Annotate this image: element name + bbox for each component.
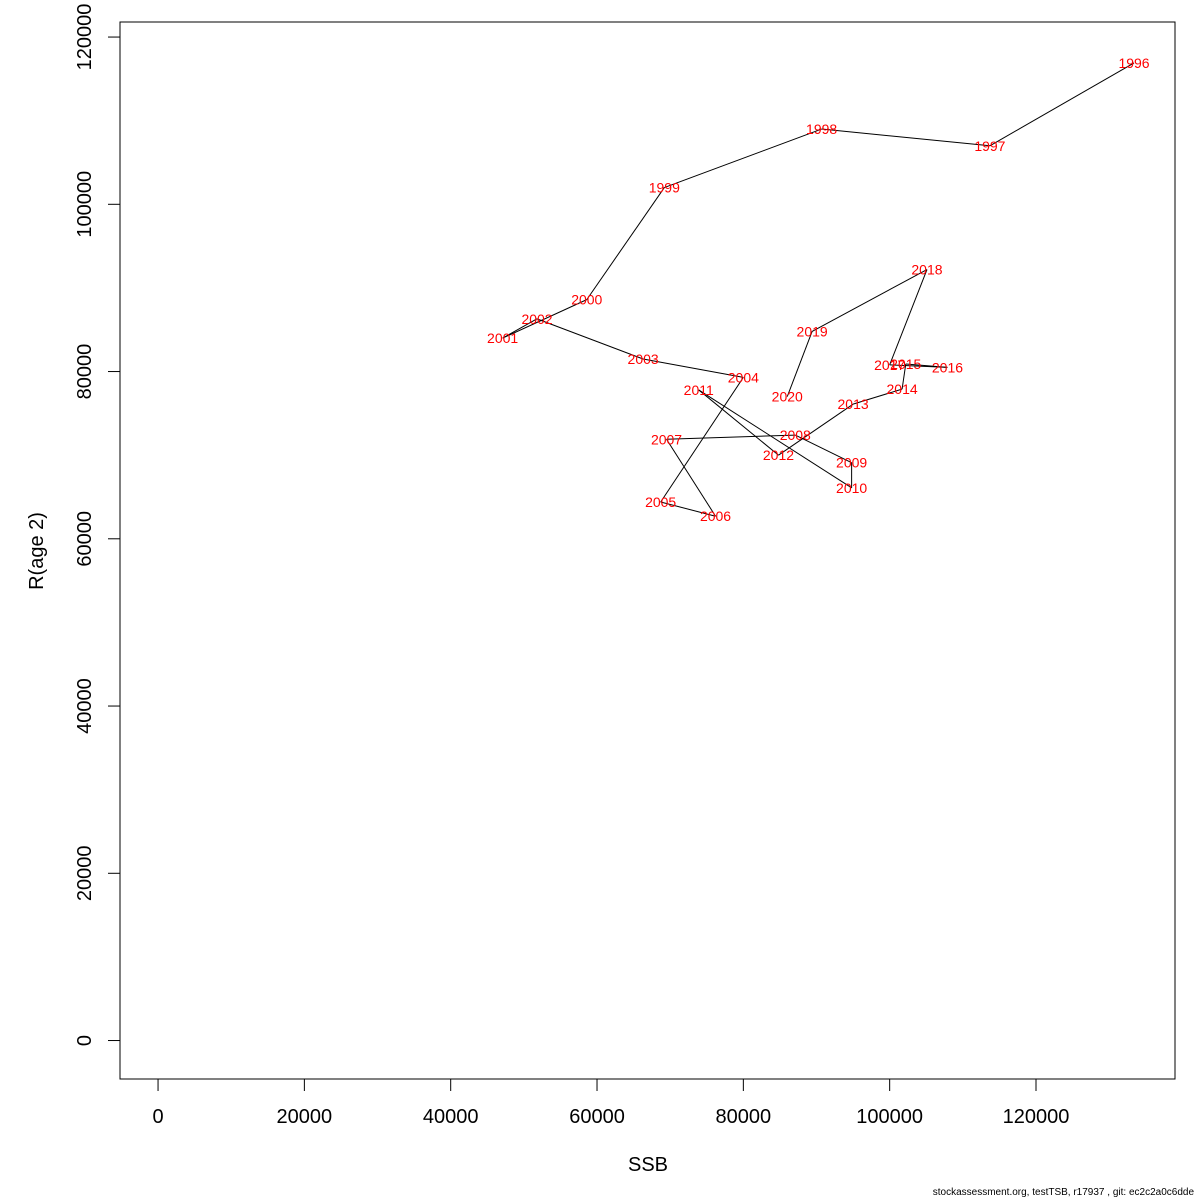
segment-1997-1998 [821, 128, 990, 147]
y-tick-label: 40000 [74, 678, 96, 734]
x-tick-label: 80000 [716, 1106, 772, 1128]
y-axis: 0 20000 40000 60000 80000 100000 120000 [74, 4, 121, 1046]
point-label-2017: 2017 [874, 357, 905, 373]
segment-2005-2006 [660, 501, 716, 517]
point-label-1997: 1997 [974, 138, 1005, 154]
segment-2000-2001 [502, 299, 587, 339]
point-label-2011: 2011 [684, 382, 714, 398]
segment-2012-2013 [778, 403, 854, 456]
x-tick-label: 20000 [277, 1106, 333, 1128]
point-label-2016: 2016 [932, 359, 963, 375]
point-label-2008: 2008 [780, 427, 811, 443]
segment-2002-2003 [536, 318, 644, 360]
point-label-2015: 2015 [890, 356, 921, 372]
y-tick-label: 80000 [74, 344, 96, 400]
point-label-2020: 2020 [772, 389, 803, 405]
x-axis-title: SSB [628, 1154, 668, 1176]
plot-frame [119, 21, 1176, 1080]
segment-2016-2017 [889, 364, 948, 368]
segment-2010-2011 [698, 389, 852, 489]
point-label-2009: 2009 [836, 455, 867, 471]
point-label-2014: 2014 [887, 381, 918, 397]
point-label-2010: 2010 [836, 480, 867, 496]
x-tick-label: 100000 [856, 1106, 923, 1128]
point-label-2001: 2001 [487, 330, 518, 346]
point-label-2002: 2002 [521, 311, 552, 327]
segment-1996-1997 [989, 62, 1135, 147]
segment-2004-2005 [660, 377, 744, 503]
segment-1999-2000 [586, 187, 665, 300]
segment-2007-2008 [666, 434, 796, 440]
y-tick-label: 120000 [74, 4, 96, 71]
y-tick-label: 0 [74, 1035, 96, 1046]
segment-2003-2004 [643, 358, 744, 378]
segment-2018-2019 [811, 269, 928, 332]
segment-2006-2007 [666, 439, 716, 517]
point-label-2007: 2007 [651, 431, 682, 447]
point-label-1999: 1999 [649, 180, 680, 196]
point-label-2018: 2018 [911, 262, 942, 278]
point-label-1998: 1998 [806, 121, 837, 137]
y-tick-label: 100000 [74, 171, 96, 238]
x-tick-label: 0 [152, 1106, 163, 1128]
segment-2013-2014 [852, 388, 903, 405]
point-label-2004: 2004 [728, 369, 759, 385]
segment-2011-2012 [698, 389, 779, 456]
x-axis: 0 20000 40000 60000 80000 100000 120000 [152, 1078, 1070, 1128]
segment-2019-2020 [786, 331, 813, 397]
y-axis-title: R(age 2) [26, 512, 48, 590]
segment-2014-2015 [901, 363, 907, 390]
point-label-2000: 2000 [571, 292, 602, 308]
y-tick-label: 20000 [74, 845, 96, 901]
point-label-2012: 2012 [763, 447, 794, 463]
series-line [502, 62, 1135, 517]
y-tick-label: 60000 [74, 511, 96, 567]
segment-2008-2009 [795, 434, 852, 464]
point-label-1996: 1996 [1118, 55, 1149, 71]
point-label-2005: 2005 [645, 494, 676, 510]
x-tick-label: 120000 [1003, 1106, 1070, 1128]
x-tick-label: 40000 [423, 1106, 479, 1128]
segment-2001-2002 [502, 318, 538, 339]
point-label-2019: 2019 [797, 323, 828, 339]
segment-2017-2018 [889, 269, 928, 366]
point-label-2006: 2006 [700, 508, 731, 524]
point-label-2013: 2013 [838, 396, 869, 412]
segment-1998-1999 [664, 128, 822, 189]
x-tick-label: 60000 [569, 1106, 625, 1128]
footer-note: stockassessment.org, testTSB, r17937 , g… [932, 1187, 1194, 1198]
point-label-2003: 2003 [628, 351, 659, 367]
